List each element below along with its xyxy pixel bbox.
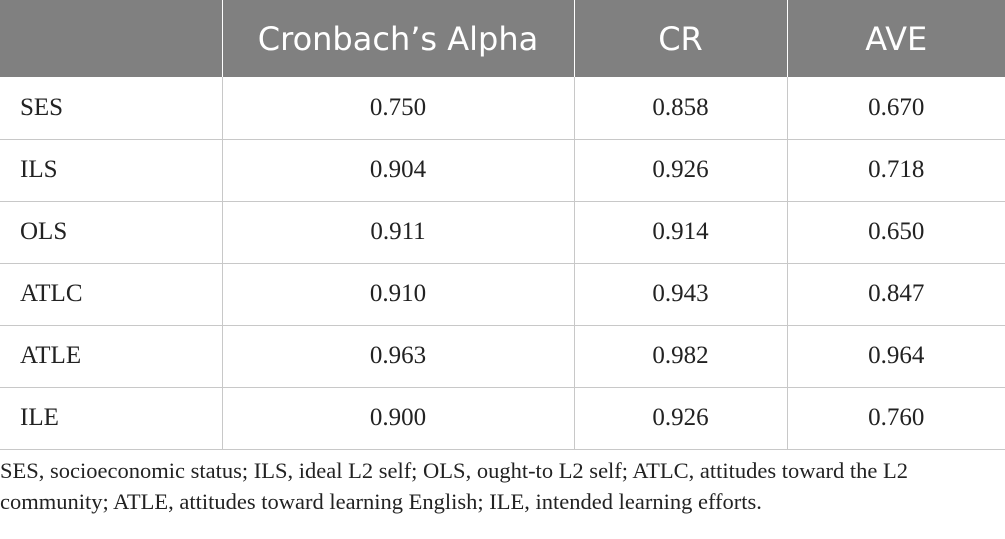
cell-ave: 0.718 bbox=[786, 139, 1005, 202]
cell-alpha: 0.963 bbox=[221, 325, 574, 388]
table-row: ATLE 0.963 0.982 0.964 bbox=[0, 325, 1005, 388]
table-footnote: SES, socioeconomic status; ILS, ideal L2… bbox=[0, 458, 908, 514]
row-label: ILE bbox=[0, 387, 222, 450]
header-ave: AVE bbox=[786, 0, 1005, 77]
header-cr: CR bbox=[573, 0, 787, 77]
cell-alpha: 0.911 bbox=[221, 201, 574, 264]
table-row: SES 0.750 0.858 0.670 bbox=[0, 77, 1005, 140]
table-row: ILE 0.900 0.926 0.760 bbox=[0, 387, 1005, 450]
cell-ave: 0.670 bbox=[786, 77, 1005, 140]
cell-cr: 0.926 bbox=[573, 387, 787, 450]
row-label: OLS bbox=[0, 201, 222, 264]
cell-ave: 0.760 bbox=[786, 387, 1005, 450]
table-row: OLS 0.911 0.914 0.650 bbox=[0, 201, 1005, 264]
row-label: ATLC bbox=[0, 263, 222, 326]
row-label: SES bbox=[0, 77, 222, 140]
cell-cr: 0.914 bbox=[573, 201, 787, 264]
header-cronbach-alpha: Cronbach’s Alpha bbox=[221, 0, 574, 77]
row-label: ILS bbox=[0, 139, 222, 202]
reliability-table-container: Cronbach’s Alpha CR AVE SES 0.750 0.858 … bbox=[0, 0, 1005, 450]
cell-ave: 0.847 bbox=[786, 263, 1005, 326]
reliability-table: Cronbach’s Alpha CR AVE SES 0.750 0.858 … bbox=[0, 0, 1005, 450]
cell-alpha: 0.900 bbox=[221, 387, 574, 450]
cell-alpha: 0.750 bbox=[221, 77, 574, 140]
cell-alpha: 0.904 bbox=[221, 139, 574, 202]
header-empty bbox=[0, 0, 222, 77]
cell-ave: 0.650 bbox=[786, 201, 1005, 264]
cell-alpha: 0.910 bbox=[221, 263, 574, 326]
cell-cr: 0.858 bbox=[573, 77, 787, 140]
cell-cr: 0.943 bbox=[573, 263, 787, 326]
table-row: ATLC 0.910 0.943 0.847 bbox=[0, 263, 1005, 326]
row-label: ATLE bbox=[0, 325, 222, 388]
table-header-row: Cronbach’s Alpha CR AVE bbox=[0, 0, 1005, 77]
table-row: ILS 0.904 0.926 0.718 bbox=[0, 139, 1005, 202]
cell-ave: 0.964 bbox=[786, 325, 1005, 388]
cell-cr: 0.926 bbox=[573, 139, 787, 202]
cell-cr: 0.982 bbox=[573, 325, 787, 388]
